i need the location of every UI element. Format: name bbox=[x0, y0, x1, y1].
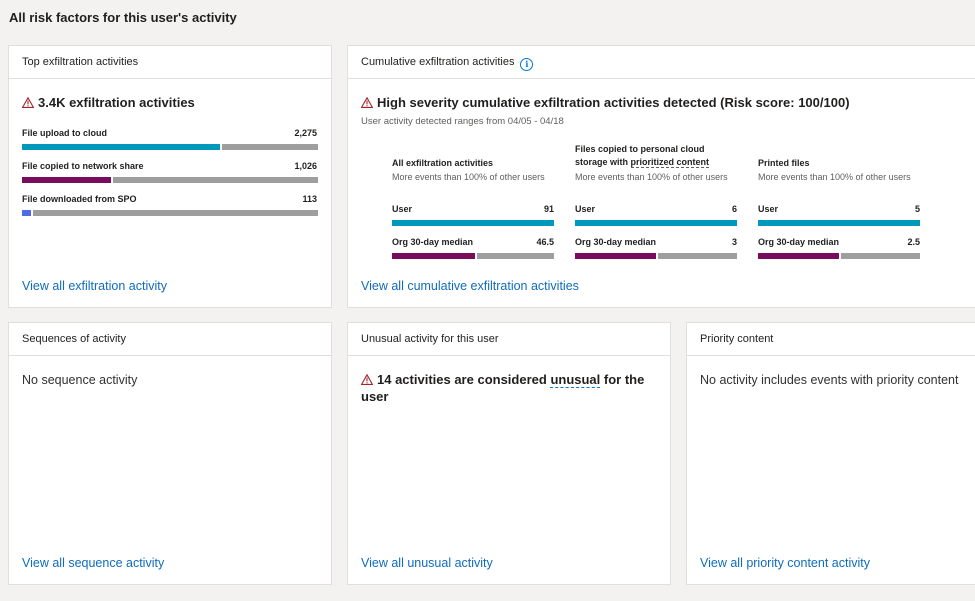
column-title: Printed files bbox=[758, 157, 920, 170]
median-bar bbox=[392, 253, 554, 259]
activity-bar-gap bbox=[31, 210, 33, 216]
activity-label: File copied to network share bbox=[22, 161, 144, 171]
activity-bar bbox=[22, 144, 318, 150]
user-label: User bbox=[758, 204, 779, 214]
activity-bar-gap bbox=[220, 144, 222, 150]
column-title-line: Printed files bbox=[758, 158, 810, 168]
user-bar bbox=[758, 220, 920, 226]
warning-triangle-icon bbox=[361, 97, 373, 108]
median-bar-gap bbox=[656, 253, 658, 259]
card-header: Unusual activity for this user bbox=[348, 323, 670, 356]
unusual-term[interactable]: unusual bbox=[550, 372, 601, 388]
unusual-activity-card: Unusual activity for this user 14 activi… bbox=[347, 322, 671, 585]
page-title: All risk factors for this user's activit… bbox=[9, 10, 237, 25]
headline-text-end: for the bbox=[600, 372, 645, 387]
median-bar-fill bbox=[392, 253, 475, 259]
view-all-cumulative-link[interactable]: View all cumulative exfiltration activit… bbox=[361, 279, 579, 293]
user-bar bbox=[575, 220, 737, 226]
view-all-sequence-link[interactable]: View all sequence activity bbox=[22, 556, 165, 570]
activity-bar-gap bbox=[111, 177, 113, 183]
cumulative-headline: High severity cumulative exfiltration ac… bbox=[361, 94, 850, 111]
view-all-priority-link[interactable]: View all priority content activity bbox=[700, 556, 870, 570]
median-label: Org 30-day median bbox=[392, 237, 474, 247]
top-exfiltration-card: Top exfiltration activities 3.4K exfiltr… bbox=[8, 45, 332, 308]
column-title-line: Files copied to personal cloud bbox=[575, 144, 705, 154]
user-value: 91 bbox=[543, 204, 554, 214]
priority-content-card: Priority content No activity includes ev… bbox=[686, 322, 975, 585]
median-value: 3 bbox=[731, 237, 737, 247]
info-icon[interactable]: i bbox=[520, 58, 534, 71]
activity-count: 1,026 bbox=[294, 161, 317, 171]
activity-count: 113 bbox=[302, 194, 317, 204]
median-label: Org 30-day median bbox=[758, 237, 840, 247]
user-label: User bbox=[575, 204, 596, 214]
no-priority-text: No activity includes events with priorit… bbox=[700, 373, 959, 387]
user-bar-fill bbox=[758, 220, 920, 226]
sequences-card: Sequences of activity No sequence activi… bbox=[8, 322, 332, 585]
card-header: Top exfiltration activities bbox=[9, 46, 331, 79]
median-bar-fill bbox=[575, 253, 656, 259]
card-header-label: Cumulative exfiltration activities bbox=[361, 56, 515, 68]
median-bar-fill bbox=[758, 253, 839, 259]
cumulative-column: All exfiltration activities More events t… bbox=[392, 46, 554, 286]
warning-triangle-icon bbox=[22, 97, 34, 108]
median-bar-gap bbox=[475, 253, 477, 259]
user-bar-fill bbox=[575, 220, 737, 226]
card-header: Priority content bbox=[687, 323, 975, 356]
user-label: User bbox=[392, 204, 413, 214]
median-value: 2.5 bbox=[907, 237, 920, 247]
median-bar-gap bbox=[839, 253, 841, 259]
activity-bar-fill bbox=[22, 177, 111, 183]
median-bar bbox=[758, 253, 920, 259]
headline-text: High severity cumulative exfiltration ac… bbox=[377, 95, 850, 110]
view-all-unusual-link[interactable]: View all unusual activity bbox=[361, 556, 493, 570]
activity-bar-fill bbox=[22, 144, 220, 150]
user-value: 6 bbox=[731, 204, 737, 214]
unusual-headline: 14 activities are considered unusual for… bbox=[361, 371, 661, 405]
user-bar bbox=[392, 220, 554, 226]
activity-label: File downloaded from SPO bbox=[22, 194, 137, 204]
activity-bar-fill bbox=[22, 210, 31, 216]
cumulative-exfiltration-card: Cumulative exfiltration activities i High… bbox=[347, 45, 975, 308]
exfiltration-headline: 3.4K exfiltration activities bbox=[22, 94, 195, 111]
column-description: More events than 100% of other users bbox=[392, 172, 545, 182]
column-title-line: All exfiltration activities bbox=[392, 158, 494, 168]
median-value: 46.5 bbox=[536, 237, 554, 247]
warning-triangle-icon bbox=[361, 374, 373, 385]
median-label: Org 30-day median bbox=[575, 237, 657, 247]
view-all-exfiltration-link[interactable]: View all exfiltration activity bbox=[22, 279, 167, 293]
prioritized-content-term[interactable]: prioritized content bbox=[630, 157, 710, 168]
column-title: Files copied to personal cloud storage wi… bbox=[575, 143, 737, 169]
user-bar-fill bbox=[392, 220, 554, 226]
cumulative-column: Printed files More events than 100% of ot… bbox=[758, 46, 920, 286]
column-title-line: storage with bbox=[575, 157, 631, 167]
column-title: All exfiltration activities bbox=[392, 157, 554, 170]
activity-bar bbox=[22, 210, 318, 216]
no-sequence-text: No sequence activity bbox=[22, 373, 138, 387]
detection-range: User activity detected ranges from 04/05… bbox=[361, 116, 564, 127]
headline-text-start: 14 activities are considered bbox=[377, 372, 551, 387]
column-description: More events than 100% of other users bbox=[575, 172, 728, 182]
headline-text-line2: user bbox=[361, 389, 389, 404]
activity-label: File upload to cloud bbox=[22, 128, 107, 138]
card-header: Cumulative exfiltration activities i bbox=[348, 46, 975, 79]
user-value: 5 bbox=[914, 204, 920, 214]
activity-bar bbox=[22, 177, 318, 183]
headline-text: 3.4K exfiltration activities bbox=[38, 95, 195, 110]
activity-count: 2,275 bbox=[294, 128, 317, 138]
column-description: More events than 100% of other users bbox=[758, 172, 911, 182]
cumulative-column: Files copied to personal cloud storage wi… bbox=[575, 46, 737, 286]
card-header: Sequences of activity bbox=[9, 323, 331, 356]
median-bar bbox=[575, 253, 737, 259]
